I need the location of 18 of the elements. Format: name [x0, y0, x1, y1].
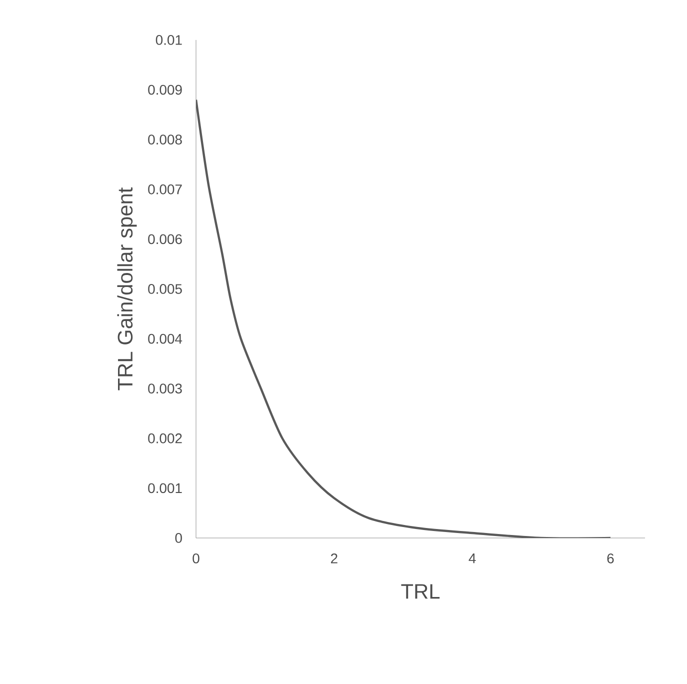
y-tick-label: 0.009 — [148, 84, 182, 95]
y-tick-label: 0.008 — [148, 134, 182, 145]
y-tick-label: 0.002 — [148, 433, 182, 444]
y-tick-label: 0.003 — [148, 384, 182, 394]
x-axis-title: TRL — [401, 584, 440, 599]
y-tick-label: 0.006 — [148, 234, 182, 244]
x-tick-label: 2 — [330, 553, 338, 564]
y-axis-title: TRL Gain/dollar spent — [117, 187, 137, 390]
y-tick-label: 0.01 — [156, 35, 182, 45]
y-tick-label: 0.007 — [148, 184, 182, 194]
line-series — [196, 98, 612, 538]
x-tick-label: 6 — [607, 553, 614, 564]
y-tick-label: 0.001 — [148, 483, 182, 494]
x-tick-label: 0 — [192, 553, 200, 564]
y-tick-label: 0 — [175, 533, 182, 543]
x-tick-label: 4 — [468, 554, 476, 564]
y-tick-label: 0.004 — [148, 334, 182, 344]
y-tick-label: 0.005 — [148, 284, 182, 294]
